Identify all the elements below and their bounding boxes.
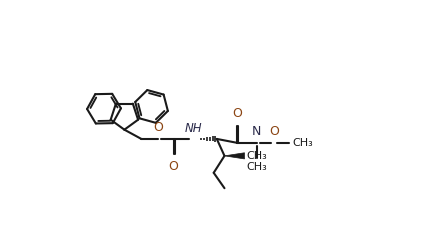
Text: O: O <box>168 160 178 174</box>
Text: O: O <box>232 107 242 121</box>
Text: CH₃: CH₃ <box>246 151 267 161</box>
Text: NH: NH <box>185 122 203 135</box>
Polygon shape <box>225 153 245 159</box>
Text: CH₃: CH₃ <box>292 138 313 148</box>
Text: N: N <box>252 125 261 138</box>
Text: CH₃: CH₃ <box>246 162 267 172</box>
Text: O: O <box>269 125 279 138</box>
Text: O: O <box>153 121 163 134</box>
